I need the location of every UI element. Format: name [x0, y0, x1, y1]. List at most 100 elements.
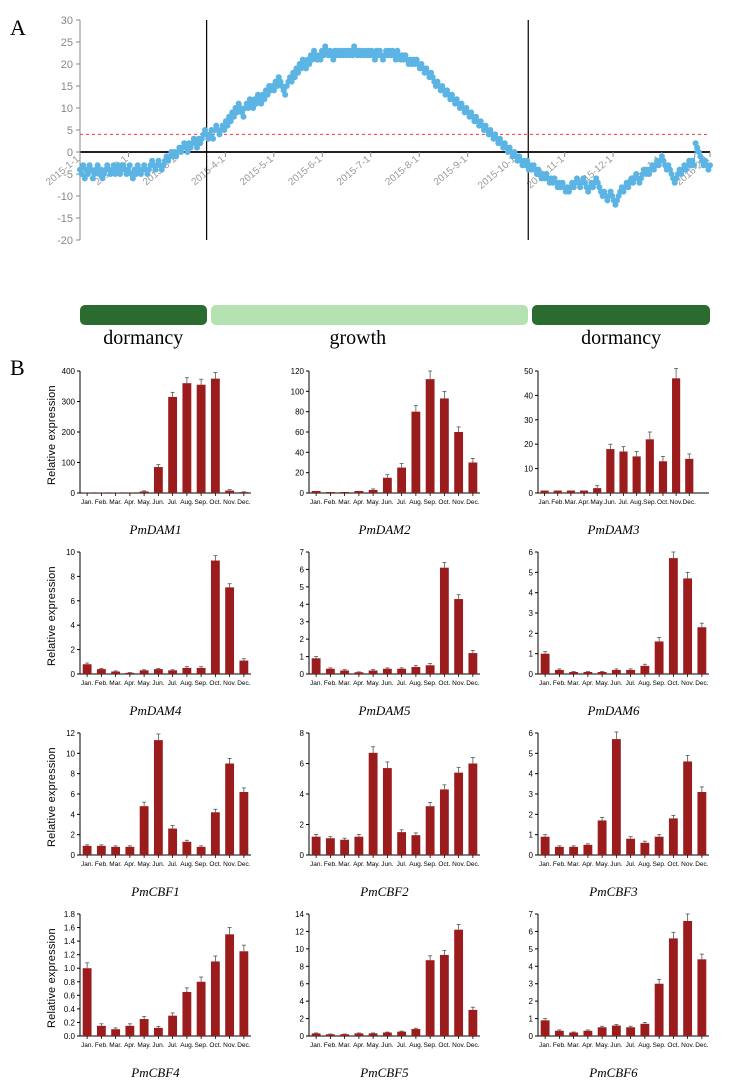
- svg-text:2: 2: [300, 635, 305, 644]
- svg-text:0: 0: [71, 670, 76, 679]
- panel-b: B 0100200300400Jan.Feb.Mar.Apr.May.Jun.J…: [10, 365, 719, 1081]
- svg-text:Dec.: Dec.: [466, 499, 480, 506]
- svg-text:Aug.: Aug.: [180, 861, 194, 868]
- gene-name: PmDAM5: [279, 703, 490, 719]
- svg-text:Mar.: Mar.: [565, 499, 578, 506]
- svg-text:Dec.: Dec.: [237, 499, 251, 506]
- svg-text:Jan.: Jan.: [310, 861, 322, 868]
- gene-name: PmCBF4: [50, 1065, 261, 1081]
- svg-text:Jun.: Jun.: [381, 499, 393, 506]
- svg-text:2015-5-1: 2015-5-1: [238, 154, 276, 188]
- svg-text:Dec.: Dec.: [683, 499, 697, 506]
- svg-text:1.2: 1.2: [64, 951, 76, 960]
- svg-text:2: 2: [529, 997, 534, 1006]
- svg-text:3: 3: [300, 618, 305, 627]
- svg-text:6: 6: [300, 565, 305, 574]
- gene-chart-PmCBF1: 024681012Jan.Feb.Mar.Apr.May.Jun.Jul.Aug…: [50, 727, 261, 900]
- svg-text:0: 0: [529, 851, 534, 860]
- svg-text:Feb.: Feb.: [324, 680, 337, 687]
- svg-text:May.: May.: [366, 499, 380, 506]
- svg-text:Dec.: Dec.: [237, 861, 251, 868]
- svg-text:Nov.: Nov.: [681, 861, 694, 868]
- svg-text:7: 7: [529, 910, 534, 919]
- svg-text:Apr.: Apr.: [353, 680, 365, 687]
- svg-text:Jan.: Jan.: [539, 680, 551, 687]
- svg-text:Feb.: Feb.: [551, 499, 564, 506]
- svg-text:Oct.: Oct.: [209, 861, 221, 868]
- svg-text:Mar.: Mar.: [338, 680, 351, 687]
- svg-text:2015-7-1: 2015-7-1: [335, 154, 373, 188]
- bar-grid: 0100200300400Jan.Feb.Mar.Apr.May.Jun.Jul…: [50, 365, 719, 1081]
- svg-text:May.: May.: [137, 680, 151, 687]
- svg-text:Sep.: Sep.: [194, 499, 208, 506]
- svg-text:Jul.: Jul.: [397, 861, 407, 868]
- svg-text:8: 8: [300, 962, 305, 971]
- svg-text:Jun.: Jun.: [152, 1042, 164, 1049]
- svg-text:Jan.: Jan.: [81, 499, 93, 506]
- svg-text:4: 4: [300, 997, 305, 1006]
- svg-text:Jan.: Jan.: [81, 861, 93, 868]
- svg-text:5: 5: [67, 125, 73, 137]
- svg-text:Nov.: Nov.: [681, 680, 694, 687]
- svg-text:Mar.: Mar.: [338, 1042, 351, 1049]
- svg-text:Feb.: Feb.: [324, 861, 337, 868]
- svg-text:Mar.: Mar.: [338, 499, 351, 506]
- svg-text:6: 6: [71, 597, 76, 606]
- gene-chart-PmDAM3: 01020304050Jan.Feb.Mar.Apr.May.Jun.Jul.A…: [508, 365, 719, 538]
- svg-text:6: 6: [300, 760, 305, 769]
- svg-text:3: 3: [529, 609, 534, 618]
- svg-text:2: 2: [71, 831, 76, 840]
- svg-text:Oct.: Oct.: [438, 861, 450, 868]
- svg-text:4: 4: [529, 589, 534, 598]
- svg-text:Feb.: Feb.: [95, 861, 108, 868]
- phase-bar-dormancy: [80, 305, 207, 325]
- svg-text:Jul.: Jul.: [397, 499, 407, 506]
- svg-text:Oct.: Oct.: [209, 1042, 221, 1049]
- svg-text:0: 0: [300, 1032, 305, 1041]
- svg-text:Jul.: Jul.: [397, 680, 407, 687]
- svg-text:-20: -20: [57, 235, 73, 247]
- svg-text:30: 30: [524, 416, 533, 425]
- svg-text:Oct.: Oct.: [667, 1042, 679, 1049]
- svg-text:Dec.: Dec.: [695, 680, 709, 687]
- gene-name: PmCBF5: [279, 1065, 490, 1081]
- svg-text:8: 8: [300, 729, 305, 738]
- svg-text:0.0: 0.0: [64, 1032, 76, 1041]
- svg-text:Sep.: Sep.: [194, 1042, 208, 1049]
- svg-text:50: 50: [524, 367, 533, 376]
- svg-text:0: 0: [529, 670, 534, 679]
- svg-text:2015-4-1: 2015-4-1: [190, 154, 228, 188]
- svg-text:Oct.: Oct.: [438, 680, 450, 687]
- svg-text:Mar.: Mar.: [567, 1042, 580, 1049]
- svg-text:Mar.: Mar.: [109, 680, 122, 687]
- svg-text:0.2: 0.2: [64, 1018, 76, 1027]
- svg-text:400: 400: [62, 367, 76, 376]
- svg-text:Aug.: Aug.: [630, 499, 644, 506]
- svg-text:Dec.: Dec.: [695, 861, 709, 868]
- svg-text:Sep.: Sep.: [652, 1042, 666, 1049]
- svg-text:Dec.: Dec.: [466, 680, 480, 687]
- svg-text:7: 7: [300, 548, 305, 557]
- svg-text:Jun.: Jun.: [152, 861, 164, 868]
- svg-text:Apr.: Apr.: [582, 1042, 594, 1049]
- svg-text:1: 1: [529, 650, 534, 659]
- gene-chart-PmDAM1: 0100200300400Jan.Feb.Mar.Apr.May.Jun.Jul…: [50, 365, 261, 538]
- svg-text:Sep.: Sep.: [652, 680, 666, 687]
- svg-text:Aug.: Aug.: [638, 861, 652, 868]
- svg-text:0: 0: [529, 1032, 534, 1041]
- svg-text:100: 100: [291, 387, 305, 396]
- gene-chart-PmCBF2: 02468Jan.Feb.Mar.Apr.May.Jun.Jul.Aug.Sep…: [279, 727, 490, 900]
- gene-name: PmDAM6: [508, 703, 719, 719]
- svg-text:Aug.: Aug.: [180, 499, 194, 506]
- svg-text:Aug.: Aug.: [409, 680, 423, 687]
- svg-text:Jun.: Jun.: [610, 1042, 622, 1049]
- gene-chart-PmCBF5: 02468101214Jan.Feb.Mar.Apr.May.Jun.Jul.A…: [279, 908, 490, 1081]
- svg-text:5: 5: [529, 568, 534, 577]
- svg-text:2015-9-1: 2015-9-1: [432, 154, 470, 188]
- svg-text:Feb.: Feb.: [95, 1042, 108, 1049]
- svg-text:Nov.: Nov.: [452, 680, 465, 687]
- svg-text:Apr.: Apr.: [124, 680, 136, 687]
- svg-text:12: 12: [66, 729, 75, 738]
- svg-text:Dec.: Dec.: [695, 1042, 709, 1049]
- svg-text:Jul.: Jul.: [168, 680, 178, 687]
